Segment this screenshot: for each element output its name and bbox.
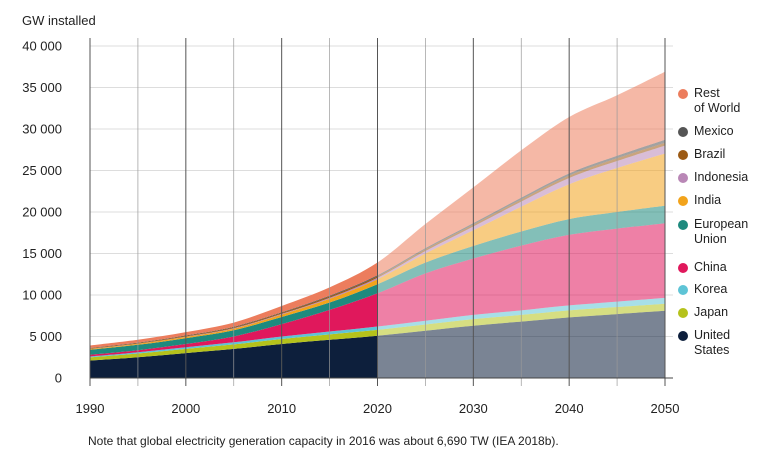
legend-label: Indonesia bbox=[694, 170, 749, 184]
y-axis-title: GW installed bbox=[22, 13, 96, 28]
y-tick-label: 10 000 bbox=[22, 288, 62, 303]
legend-swatch bbox=[678, 173, 688, 183]
legend-label: Brazil bbox=[694, 147, 726, 161]
legend-item-brazil: Brazil bbox=[678, 147, 725, 162]
legend-item-indonesia: Indonesia bbox=[678, 170, 748, 185]
x-tick-label: 2050 bbox=[651, 401, 680, 416]
legend-swatch bbox=[678, 263, 688, 273]
legend-item-rest-of-world: Rest of World bbox=[678, 86, 740, 116]
legend-item-mexico: Mexico bbox=[678, 124, 734, 139]
legend-swatch bbox=[678, 150, 688, 160]
legend-item-korea: Korea bbox=[678, 282, 727, 297]
legend-item-china: China bbox=[678, 260, 727, 275]
legend-label: Rest of World bbox=[694, 86, 741, 115]
y-tick-label: 20 000 bbox=[22, 205, 62, 220]
legend-label: Korea bbox=[694, 282, 728, 296]
legend-swatch bbox=[678, 196, 688, 206]
legend-item-european-union: European Union bbox=[678, 217, 748, 247]
legend-label: Mexico bbox=[694, 124, 734, 138]
legend-item-united-states: United States bbox=[678, 328, 730, 358]
legend-swatch bbox=[678, 331, 688, 341]
legend-label: Japan bbox=[694, 305, 729, 319]
area-korea-historical bbox=[90, 326, 378, 358]
legend-label: United States bbox=[694, 328, 731, 357]
legend-label: China bbox=[694, 260, 727, 274]
legend-swatch bbox=[678, 308, 688, 318]
area-european-union-historical bbox=[90, 284, 378, 355]
legend-swatch bbox=[678, 89, 688, 99]
x-tick-label: 2000 bbox=[171, 401, 200, 416]
legend-swatch bbox=[678, 285, 688, 295]
footnote: Note that global electricity generation … bbox=[88, 434, 559, 448]
y-tick-label: 0 bbox=[55, 371, 62, 386]
x-tick-label: 2010 bbox=[267, 401, 296, 416]
y-tick-label: 25 000 bbox=[22, 163, 62, 178]
x-tick-label: 2020 bbox=[363, 401, 392, 416]
y-tick-label: 5 000 bbox=[29, 329, 62, 344]
x-tick-label: 2040 bbox=[555, 401, 584, 416]
area-china-historical bbox=[90, 293, 378, 357]
y-tick-label: 35 000 bbox=[22, 80, 62, 95]
y-tick-label: 15 000 bbox=[22, 246, 62, 261]
y-tick-label: 40 000 bbox=[22, 39, 62, 54]
y-tick-label: 30 000 bbox=[22, 122, 62, 137]
legend-item-japan: Japan bbox=[678, 305, 728, 320]
area-indonesia-projected bbox=[377, 145, 665, 280]
x-tick-label: 1990 bbox=[76, 401, 105, 416]
legend-swatch bbox=[678, 220, 688, 230]
legend-label: India bbox=[694, 193, 722, 207]
legend-item-india: India bbox=[678, 193, 721, 208]
legend-label: European Union bbox=[694, 217, 749, 246]
x-tick-label: 2030 bbox=[459, 401, 488, 416]
legend-swatch bbox=[678, 127, 688, 137]
area-european-union-projected bbox=[377, 205, 665, 294]
